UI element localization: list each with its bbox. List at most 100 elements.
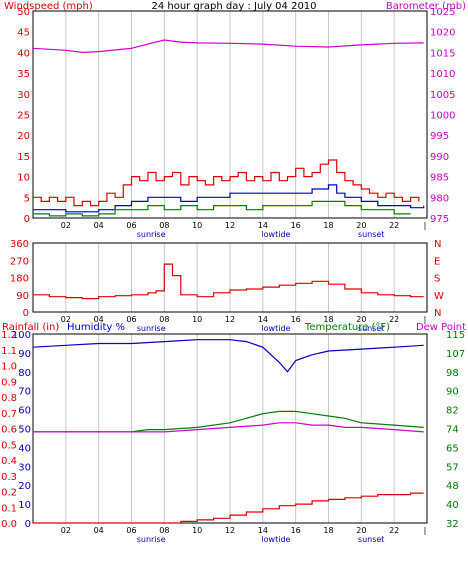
x-tick-label: 04 [94,315,104,324]
event-label: lowtide [261,535,290,544]
windspeed-tick-label: 15 [17,152,30,163]
x-tick-label: 16 [291,315,301,324]
rainfall-tick-label: 0.2 [1,488,17,499]
x-tick-label: 10 [192,526,202,535]
windspeed-tick-label: 10 [17,173,30,184]
series-line [32,39,424,54]
x-tick-label: 14 [258,526,268,535]
windspeed-tick-label: 25 [17,111,30,122]
x-end-tick: | [424,221,427,230]
x-end-tick: | [424,526,427,535]
x-tick-label: 22 [389,221,399,230]
humidity-axis-label: Humidity % [67,322,125,333]
barometer-tick-label: 1000 [430,111,455,122]
humidity-tick-label: 70 [18,387,31,398]
barometer-tick-label: 990 [430,152,449,163]
temperature-tick-label: 48 [446,481,459,492]
chart-title: 24 hour graph day : July 04 2010 [151,1,316,12]
barometer-tick-label: 1015 [430,48,455,59]
x-tick-label: 18 [323,221,333,230]
event-label: sunset [358,324,385,333]
compass-tick-label: W [434,291,444,302]
event-label: sunset [358,230,385,239]
rainfall-tick-label: 1.2 [1,330,17,341]
humidity-tick-label: 20 [18,481,31,492]
barometer-tick-label: 985 [430,173,449,184]
rainfall-tick-label: 0.6 [1,425,17,436]
compass-tick-label: N [434,239,441,250]
barometer-tick-label: 980 [430,193,449,204]
windspeed-tick-label: 20 [17,131,30,142]
direction-tick-label: 270 [10,256,29,267]
x-tick-label: 10 [192,315,202,324]
x-tick-label: 04 [94,526,104,535]
x-tick-label: 02 [61,221,71,230]
rainfall-tick-label: 0.4 [1,456,17,467]
rainfall-tick-label: 0.5 [1,440,17,451]
windspeed-tick-label: 5 [24,193,30,204]
x-tick-label: 22 [389,526,399,535]
x-tick-label: 18 [323,526,333,535]
x-end-tick: | [424,315,427,324]
humidity-tick-label: 100 [12,330,31,341]
x-tick-label: 08 [159,221,169,230]
panel-frame [32,242,428,313]
temperature-tick-label: 90 [446,387,459,398]
series-line [33,159,420,207]
x-tick-label: 20 [356,315,366,324]
series-line [33,422,424,433]
x-tick-label: 12 [225,221,235,230]
x-tick-label: 12 [225,315,235,324]
x-tick-label: 14 [258,315,268,324]
event-label: sunrise [137,324,166,333]
event-label: sunrise [137,535,166,544]
direction-tick-label: 180 [10,274,29,285]
x-tick-label: 18 [323,315,333,324]
event-label: sunrise [137,230,166,239]
x-tick-label: 06 [126,526,136,535]
rainfall-tick-label: 0.1 [1,503,17,514]
direction-tick-label: 0 [23,308,29,319]
series-line [33,184,425,213]
temperature-tick-label: 107 [446,349,465,360]
barometer-tick-label: 1025 [430,7,455,18]
panel-frame [32,333,428,524]
temperature-axis-label: Temperature (°F) [304,322,390,333]
windspeed-tick-label: 0 [24,214,30,225]
humidity-tick-label: 50 [18,425,31,436]
x-tick-label: 06 [126,221,136,230]
direction-tick-label: 90 [16,291,29,302]
humidity-tick-label: 90 [18,349,31,360]
rainfall-tick-label: 0.0 [1,519,17,530]
temperature-tick-label: 32 [446,519,459,530]
windspeed-tick-label: 45 [17,28,30,39]
series-line [33,263,424,300]
x-tick-label: 14 [258,221,268,230]
direction-tick-label: 360 [10,239,29,250]
rainfall-tick-label: 0.8 [1,393,17,404]
rainfall-tick-label: 0.3 [1,472,17,483]
compass-tick-label: N [434,308,441,319]
series-line [33,200,411,217]
x-tick-label: 12 [225,526,235,535]
x-tick-label: 08 [159,526,169,535]
rainfall-axis-label: Rainfall (in) [2,322,59,333]
series-line [33,492,424,524]
humidity-tick-label: 10 [18,500,31,511]
humidity-tick-label: 0 [25,519,31,530]
temperature-tick-label: 74 [446,425,459,436]
x-tick-label: 02 [61,526,71,535]
x-tick-label: 08 [159,315,169,324]
x-tick-label: 06 [126,315,136,324]
rainfall-tick-label: 1.0 [1,362,17,373]
event-label: sunset [358,535,385,544]
temperature-tick-label: 98 [446,368,459,379]
series-line [32,339,424,373]
barometer-tick-label: 975 [430,214,449,225]
barometer-axis-label: Barometer (mb) [386,1,466,12]
x-tick-label: 16 [291,526,301,535]
humidity-tick-label: 30 [18,462,31,473]
x-tick-label: 04 [94,221,104,230]
